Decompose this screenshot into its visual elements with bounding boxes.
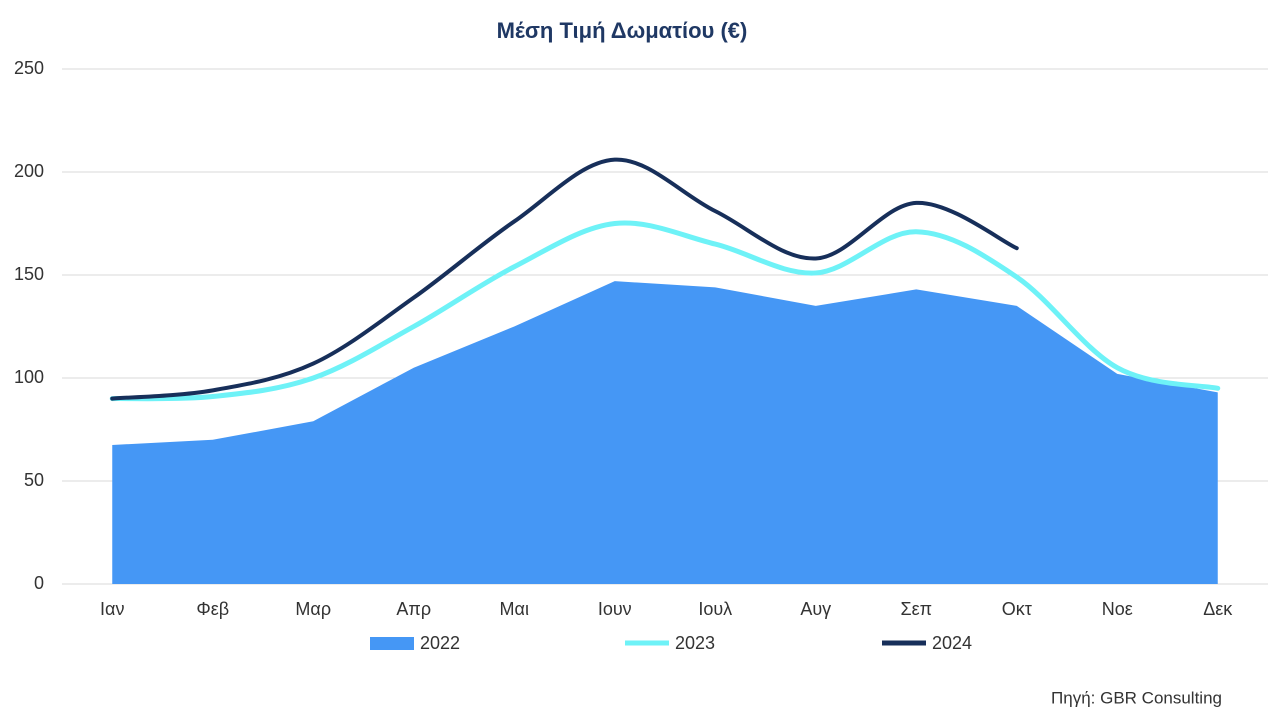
y-tick-label: 100 (14, 367, 44, 387)
x-tick-label: Αυγ (800, 599, 831, 619)
legend-label: 2022 (420, 633, 460, 653)
y-tick-label: 0 (34, 573, 44, 593)
x-tick-label: Σεπ (900, 599, 932, 619)
x-tick-label: Μαρ (295, 599, 331, 619)
source-note: Πηγή: GBR Consulting (1051, 688, 1222, 707)
x-tick-label: Μαι (500, 599, 529, 619)
x-tick-label: Φεβ (196, 599, 229, 619)
chart-title: Μέση Τιμή Δωματίου (€) (497, 18, 748, 43)
x-tick-label: Οκτ (1002, 599, 1032, 619)
legend-label: 2023 (675, 633, 715, 653)
x-tick-label: Ιουλ (698, 599, 732, 619)
x-tick-label: Νοε (1102, 599, 1133, 619)
y-tick-label: 50 (24, 470, 44, 490)
legend-swatch (370, 637, 414, 650)
y-tick-label: 250 (14, 58, 44, 78)
line (109, 220, 1221, 402)
line (110, 157, 1019, 401)
x-tick-label: Ιουν (598, 599, 632, 619)
x-tick-label: Δεκ (1203, 599, 1233, 619)
y-tick-label: 150 (14, 264, 44, 284)
area (112, 281, 1218, 584)
y-tick-label: 200 (14, 161, 44, 181)
x-tick-label: Ιαν (100, 599, 124, 619)
x-tick-label: Απρ (396, 599, 431, 619)
legend-label: 2024 (932, 633, 972, 653)
